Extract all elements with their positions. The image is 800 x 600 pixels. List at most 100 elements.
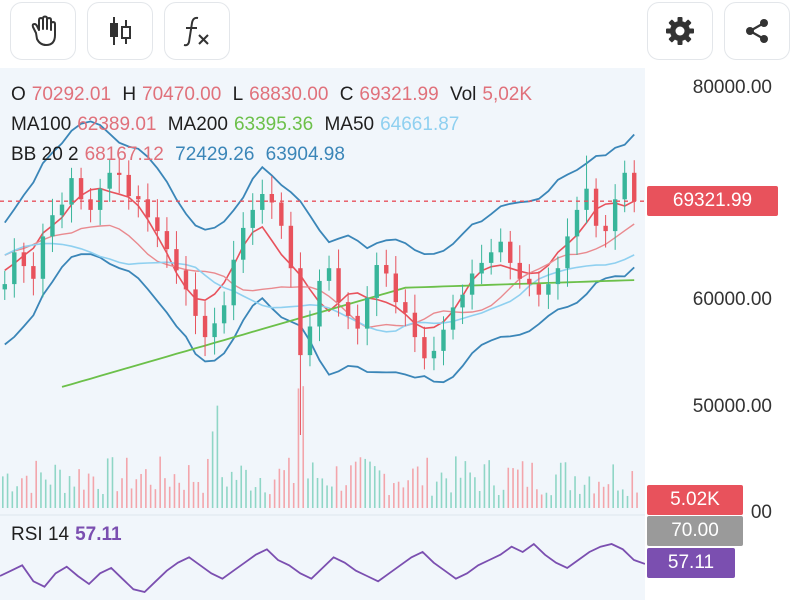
volume-bar xyxy=(216,405,219,508)
candle-body xyxy=(469,273,475,295)
volume-bar xyxy=(6,473,9,508)
candle-body xyxy=(40,236,46,279)
hand-tool-button[interactable] xyxy=(10,2,76,60)
axis-tick-80000: 80000.00 xyxy=(692,77,772,98)
high-value: 70470.00 xyxy=(142,84,222,105)
volume-bar xyxy=(106,458,109,508)
toolbar xyxy=(0,0,800,68)
bb-info: BB 20 2 68167.12 72429.26 63904.98 xyxy=(11,144,351,166)
candle-body xyxy=(508,241,513,263)
function-icon xyxy=(183,16,209,47)
volume-bar xyxy=(507,467,510,508)
volume-bar xyxy=(30,492,33,508)
volume-bar xyxy=(402,487,405,508)
rsi-value: 57.11 xyxy=(75,524,122,545)
volume-bar xyxy=(440,472,443,508)
volume-bar xyxy=(369,461,371,508)
volume-bar xyxy=(493,485,495,508)
volume-bar xyxy=(2,476,4,508)
volume-bar xyxy=(545,492,548,508)
volume-bar xyxy=(621,489,624,508)
volume-bar xyxy=(574,476,576,508)
volume-bar xyxy=(488,460,491,508)
axis-tick-60000: 60000.00 xyxy=(692,289,772,310)
rsi-value-tag: 57.11 xyxy=(647,548,735,578)
bollinger-lower-line xyxy=(4,253,635,384)
settings-button[interactable] xyxy=(647,2,713,60)
candle-body xyxy=(59,204,65,216)
open-label: O xyxy=(11,84,26,105)
candle-body xyxy=(412,312,418,338)
volume-bar xyxy=(593,493,595,508)
indicators-button[interactable] xyxy=(164,2,230,60)
candle-body xyxy=(364,297,370,329)
candle-body xyxy=(612,199,618,232)
price-chart[interactable] xyxy=(0,68,645,600)
volume-bar xyxy=(125,457,128,508)
candle-body xyxy=(326,268,332,281)
volume-bar xyxy=(283,470,285,508)
ma200-value: 63395.36 xyxy=(233,114,314,135)
volume-bar xyxy=(97,488,99,508)
candle-body xyxy=(393,273,398,303)
low-value: 68830.00 xyxy=(249,84,329,105)
volume-bar xyxy=(92,476,95,508)
volume-bar xyxy=(168,486,171,508)
volume-bar xyxy=(588,476,591,508)
candlestick-icon xyxy=(110,17,131,45)
hand-icon xyxy=(31,15,56,46)
volume-bar xyxy=(388,495,390,508)
candle-body xyxy=(317,280,322,327)
ma-info: MA100 62389.01 MA200 63395.36 MA50 64661.87 xyxy=(11,114,465,136)
candle-body xyxy=(527,278,532,285)
candle-body xyxy=(298,268,303,356)
chart-type-button[interactable] xyxy=(87,2,153,60)
candle-body xyxy=(145,199,151,218)
candle-body xyxy=(136,196,141,200)
chart-area[interactable]: O 70292.01 H 70470.00 L 68830.00 C 69321.99 … xyxy=(0,68,645,600)
volume-bar xyxy=(154,489,157,508)
open-value: 70292.01 xyxy=(31,84,112,105)
volume-bar xyxy=(297,388,300,508)
volume-bar xyxy=(326,485,328,508)
price-tag: 69321.99 xyxy=(647,186,778,216)
volume-bar xyxy=(183,489,185,508)
rsi-label: RSI 14 xyxy=(11,524,70,545)
volume-bar xyxy=(612,464,614,508)
candle-body xyxy=(584,188,589,210)
bb-mid-value: 68167.12 xyxy=(84,144,164,165)
volume-bar xyxy=(607,484,610,508)
candle-body xyxy=(565,236,570,269)
candle-body xyxy=(231,259,236,306)
volume-label: Vol xyxy=(449,84,477,105)
volume-bar xyxy=(197,481,200,508)
candle-body xyxy=(212,323,217,338)
volume-bar xyxy=(145,469,147,508)
volume-bar xyxy=(302,386,305,508)
volume-bar xyxy=(421,485,424,508)
candle-body xyxy=(593,188,599,226)
candle-body xyxy=(269,194,275,203)
volume-bar xyxy=(617,490,619,508)
candle-body xyxy=(441,329,446,351)
rsi-level-tag: 70.00 xyxy=(647,516,743,546)
close-value: 69321.99 xyxy=(359,84,439,105)
volume-bar xyxy=(335,466,338,508)
candle-body xyxy=(574,209,580,237)
share-button[interactable] xyxy=(724,2,790,60)
bb-lower-value: 63904.98 xyxy=(265,144,345,165)
volume-bar xyxy=(555,474,557,508)
volume-bar xyxy=(569,490,572,508)
volume-bar xyxy=(459,477,462,508)
candle-body xyxy=(336,268,341,303)
axis-tick-partial: 00 xyxy=(750,502,772,523)
candle-body xyxy=(460,294,465,308)
volume-bar xyxy=(316,477,319,508)
low-label: L xyxy=(232,84,244,105)
volume-bar xyxy=(550,495,552,508)
volume-bar xyxy=(292,483,295,508)
volume-bar xyxy=(230,471,233,508)
ma200-label: MA200 xyxy=(167,114,228,135)
candle-body xyxy=(403,302,408,313)
volume-bar xyxy=(602,486,605,508)
